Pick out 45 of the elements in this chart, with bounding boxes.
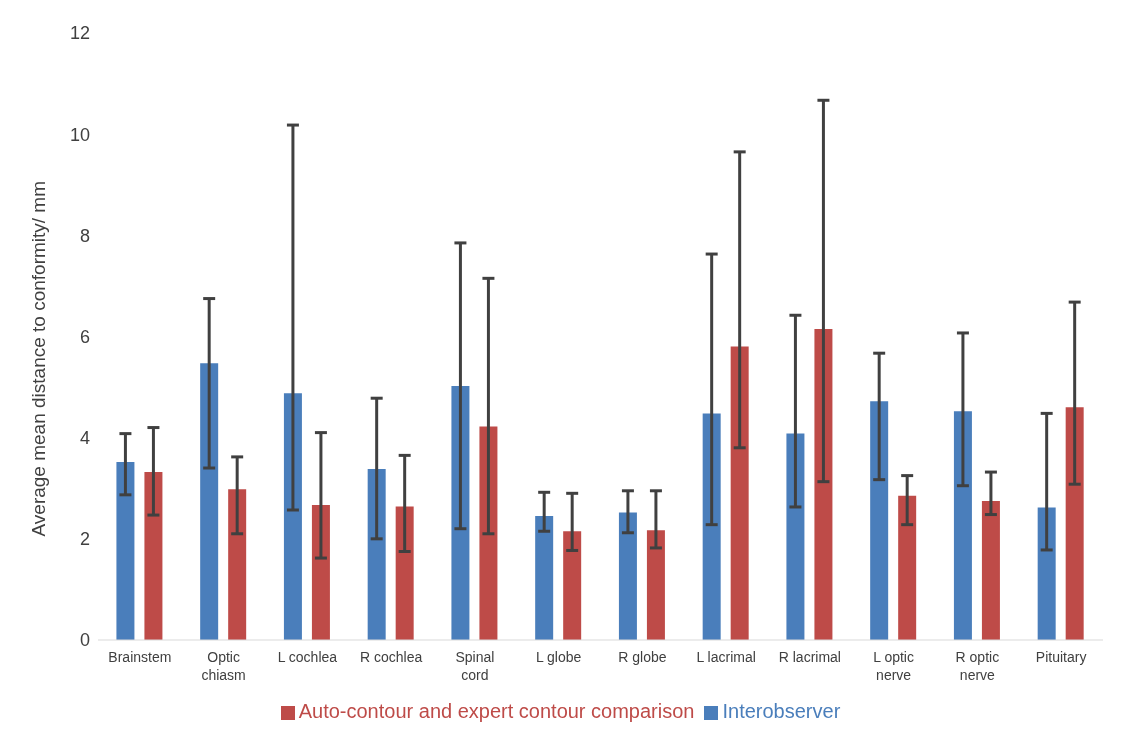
- bar: [730, 346, 749, 640]
- x-tick-label: Optic chiasm: [201, 649, 246, 683]
- bar: [702, 413, 721, 640]
- x-tick-label: L cochlea: [277, 649, 338, 665]
- bar: [814, 328, 833, 640]
- bar: [618, 512, 637, 640]
- bar: [535, 516, 554, 640]
- bar: [898, 495, 917, 640]
- bar: [786, 433, 805, 640]
- x-tick-label: L lacrimal: [696, 649, 756, 665]
- bar: [228, 489, 247, 640]
- y-tick-label: 10: [69, 124, 90, 145]
- x-tick-label: L globe: [535, 649, 582, 665]
- x-tick-label: R lacrimal: [778, 649, 841, 665]
- x-tick-label: Pituitary: [1035, 649, 1087, 665]
- legend-label: Auto-contour and expert contour comparison: [298, 700, 695, 722]
- bar: [144, 472, 163, 640]
- bar: [479, 426, 498, 640]
- bar: [367, 469, 386, 640]
- y-axis-title: Average mean distance to conformity/ mm: [27, 180, 49, 537]
- x-tick-label: Spinal cord: [455, 649, 495, 683]
- bar: [870, 401, 889, 640]
- x-tick-label: R cochlea: [359, 649, 423, 665]
- legend-label: Interobserver: [722, 700, 841, 722]
- bar: [563, 531, 582, 640]
- y-tick-label: 0: [79, 630, 90, 651]
- y-tick-label: 6: [79, 326, 90, 347]
- x-tick-label: R optic nerve: [955, 649, 1000, 683]
- y-tick-label: 12: [69, 23, 90, 44]
- bar: [1065, 407, 1084, 640]
- bar: [395, 506, 414, 640]
- bar: [646, 530, 665, 640]
- bar: [1037, 507, 1056, 640]
- y-tick-label: 8: [79, 225, 90, 246]
- x-tick-label: L optic nerve: [873, 649, 914, 683]
- bar: [953, 411, 972, 640]
- x-tick-label: Brainstem: [108, 649, 172, 665]
- y-tick-label: 2: [79, 529, 90, 550]
- bar: [116, 461, 135, 640]
- bar: [200, 363, 219, 640]
- bar: [311, 504, 330, 640]
- bar: [981, 500, 1000, 640]
- x-tick-label: R globe: [618, 649, 667, 665]
- y-tick-label: 4: [79, 428, 90, 449]
- bar: [283, 393, 302, 640]
